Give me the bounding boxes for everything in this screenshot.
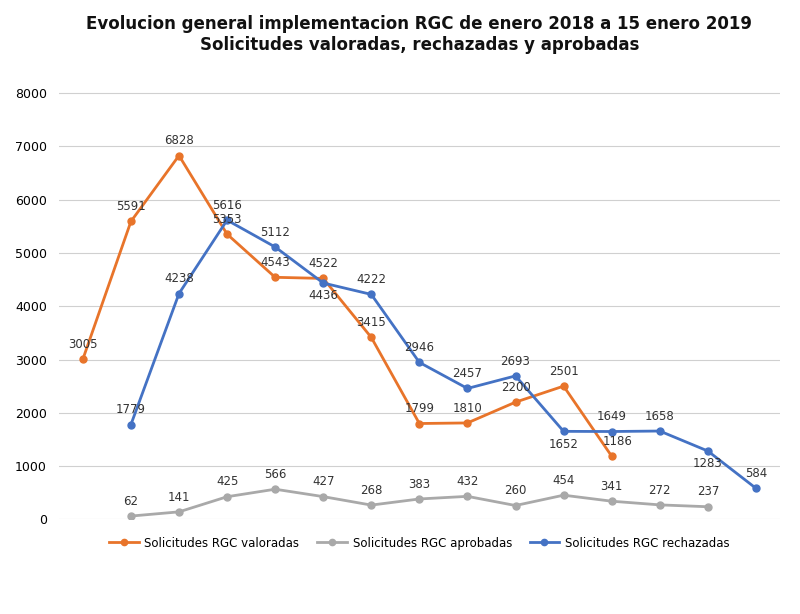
Solicitudes RGC rechazadas — [318, 279, 328, 287]
Solicitudes RGC rechazadas — [126, 421, 136, 429]
Text: 272: 272 — [649, 484, 671, 497]
Solicitudes RGC aprobadas — [559, 491, 569, 499]
Solicitudes RGC aprobadas — [414, 495, 424, 503]
Line: Solicitudes RGC rechazadas: Solicitudes RGC rechazadas — [127, 217, 759, 492]
Line: Solicitudes RGC aprobadas: Solicitudes RGC aprobadas — [127, 486, 711, 519]
Text: 1649: 1649 — [597, 410, 626, 423]
Solicitudes RGC valoradas — [414, 420, 424, 427]
Solicitudes RGC aprobadas — [222, 493, 232, 500]
Text: 1652: 1652 — [549, 438, 578, 451]
Solicitudes RGC valoradas — [462, 419, 472, 427]
Solicitudes RGC rechazadas — [751, 484, 761, 492]
Solicitudes RGC valoradas — [318, 274, 328, 282]
Text: 3005: 3005 — [68, 338, 98, 351]
Solicitudes RGC rechazadas — [510, 372, 520, 379]
Text: 425: 425 — [216, 475, 238, 488]
Solicitudes RGC aprobadas — [174, 508, 184, 516]
Text: 341: 341 — [601, 480, 623, 493]
Text: 62: 62 — [123, 495, 138, 508]
Solicitudes RGC aprobadas — [703, 503, 713, 510]
Text: 1186: 1186 — [602, 435, 632, 448]
Solicitudes RGC valoradas — [607, 453, 617, 460]
Text: 4436: 4436 — [308, 289, 338, 303]
Solicitudes RGC valoradas — [366, 334, 376, 341]
Solicitudes RGC rechazadas — [174, 290, 184, 297]
Text: 566: 566 — [264, 468, 286, 481]
Solicitudes RGC aprobadas — [655, 501, 665, 508]
Text: 6828: 6828 — [164, 134, 194, 147]
Text: 1799: 1799 — [404, 402, 434, 415]
Text: 432: 432 — [456, 475, 478, 488]
Text: 2946: 2946 — [404, 341, 434, 354]
Solicitudes RGC rechazadas — [462, 385, 472, 392]
Solicitudes RGC rechazadas — [222, 217, 232, 224]
Solicitudes RGC valoradas — [78, 356, 88, 363]
Text: 260: 260 — [504, 484, 526, 497]
Solicitudes RGC valoradas — [174, 152, 184, 159]
Text: 1658: 1658 — [645, 410, 674, 422]
Solicitudes RGC valoradas — [126, 218, 136, 225]
Line: Solicitudes RGC valoradas: Solicitudes RGC valoradas — [79, 152, 615, 460]
Text: 1283: 1283 — [693, 457, 722, 470]
Solicitudes RGC valoradas — [222, 230, 232, 238]
Solicitudes RGC rechazadas — [559, 428, 569, 435]
Text: 268: 268 — [360, 484, 382, 497]
Text: 4222: 4222 — [356, 273, 386, 286]
Solicitudes RGC rechazadas — [366, 290, 376, 298]
Text: 5353: 5353 — [212, 213, 242, 226]
Solicitudes RGC rechazadas — [703, 448, 713, 455]
Solicitudes RGC valoradas — [510, 398, 520, 406]
Solicitudes RGC aprobadas — [462, 492, 472, 500]
Solicitudes RGC aprobadas — [607, 497, 617, 505]
Text: 2200: 2200 — [501, 381, 530, 394]
Solicitudes RGC aprobadas — [366, 502, 376, 509]
Text: 4238: 4238 — [164, 272, 194, 286]
Title: Evolucion general implementacion RGC de enero 2018 a 15 enero 2019
Solicitudes v: Evolucion general implementacion RGC de … — [86, 15, 752, 54]
Text: 1810: 1810 — [453, 402, 482, 414]
Text: 5112: 5112 — [260, 226, 290, 239]
Solicitudes RGC rechazadas — [655, 427, 665, 435]
Solicitudes RGC rechazadas — [607, 428, 617, 435]
Text: 5616: 5616 — [212, 199, 242, 212]
Text: 584: 584 — [745, 467, 767, 480]
Solicitudes RGC valoradas — [559, 383, 569, 390]
Solicitudes RGC rechazadas — [270, 243, 280, 251]
Text: 237: 237 — [697, 486, 719, 499]
Solicitudes RGC aprobadas — [510, 502, 520, 509]
Solicitudes RGC aprobadas — [270, 486, 280, 493]
Text: 5591: 5591 — [116, 200, 146, 213]
Text: 2693: 2693 — [501, 354, 530, 368]
Text: 1779: 1779 — [116, 403, 146, 416]
Text: 383: 383 — [408, 478, 430, 491]
Text: 141: 141 — [168, 491, 190, 503]
Text: 427: 427 — [312, 475, 334, 488]
Solicitudes RGC aprobadas — [318, 493, 328, 500]
Solicitudes RGC valoradas — [270, 274, 280, 281]
Solicitudes RGC aprobadas — [126, 513, 136, 520]
Text: 2501: 2501 — [549, 365, 578, 378]
Text: 2457: 2457 — [453, 367, 482, 380]
Text: 4522: 4522 — [308, 257, 338, 270]
Text: 454: 454 — [553, 474, 574, 487]
Text: 3415: 3415 — [357, 316, 386, 329]
Text: 4543: 4543 — [260, 256, 290, 269]
Solicitudes RGC rechazadas — [414, 359, 424, 366]
Legend: Solicitudes RGC valoradas, Solicitudes RGC aprobadas, Solicitudes RGC rechazadas: Solicitudes RGC valoradas, Solicitudes R… — [104, 532, 734, 554]
